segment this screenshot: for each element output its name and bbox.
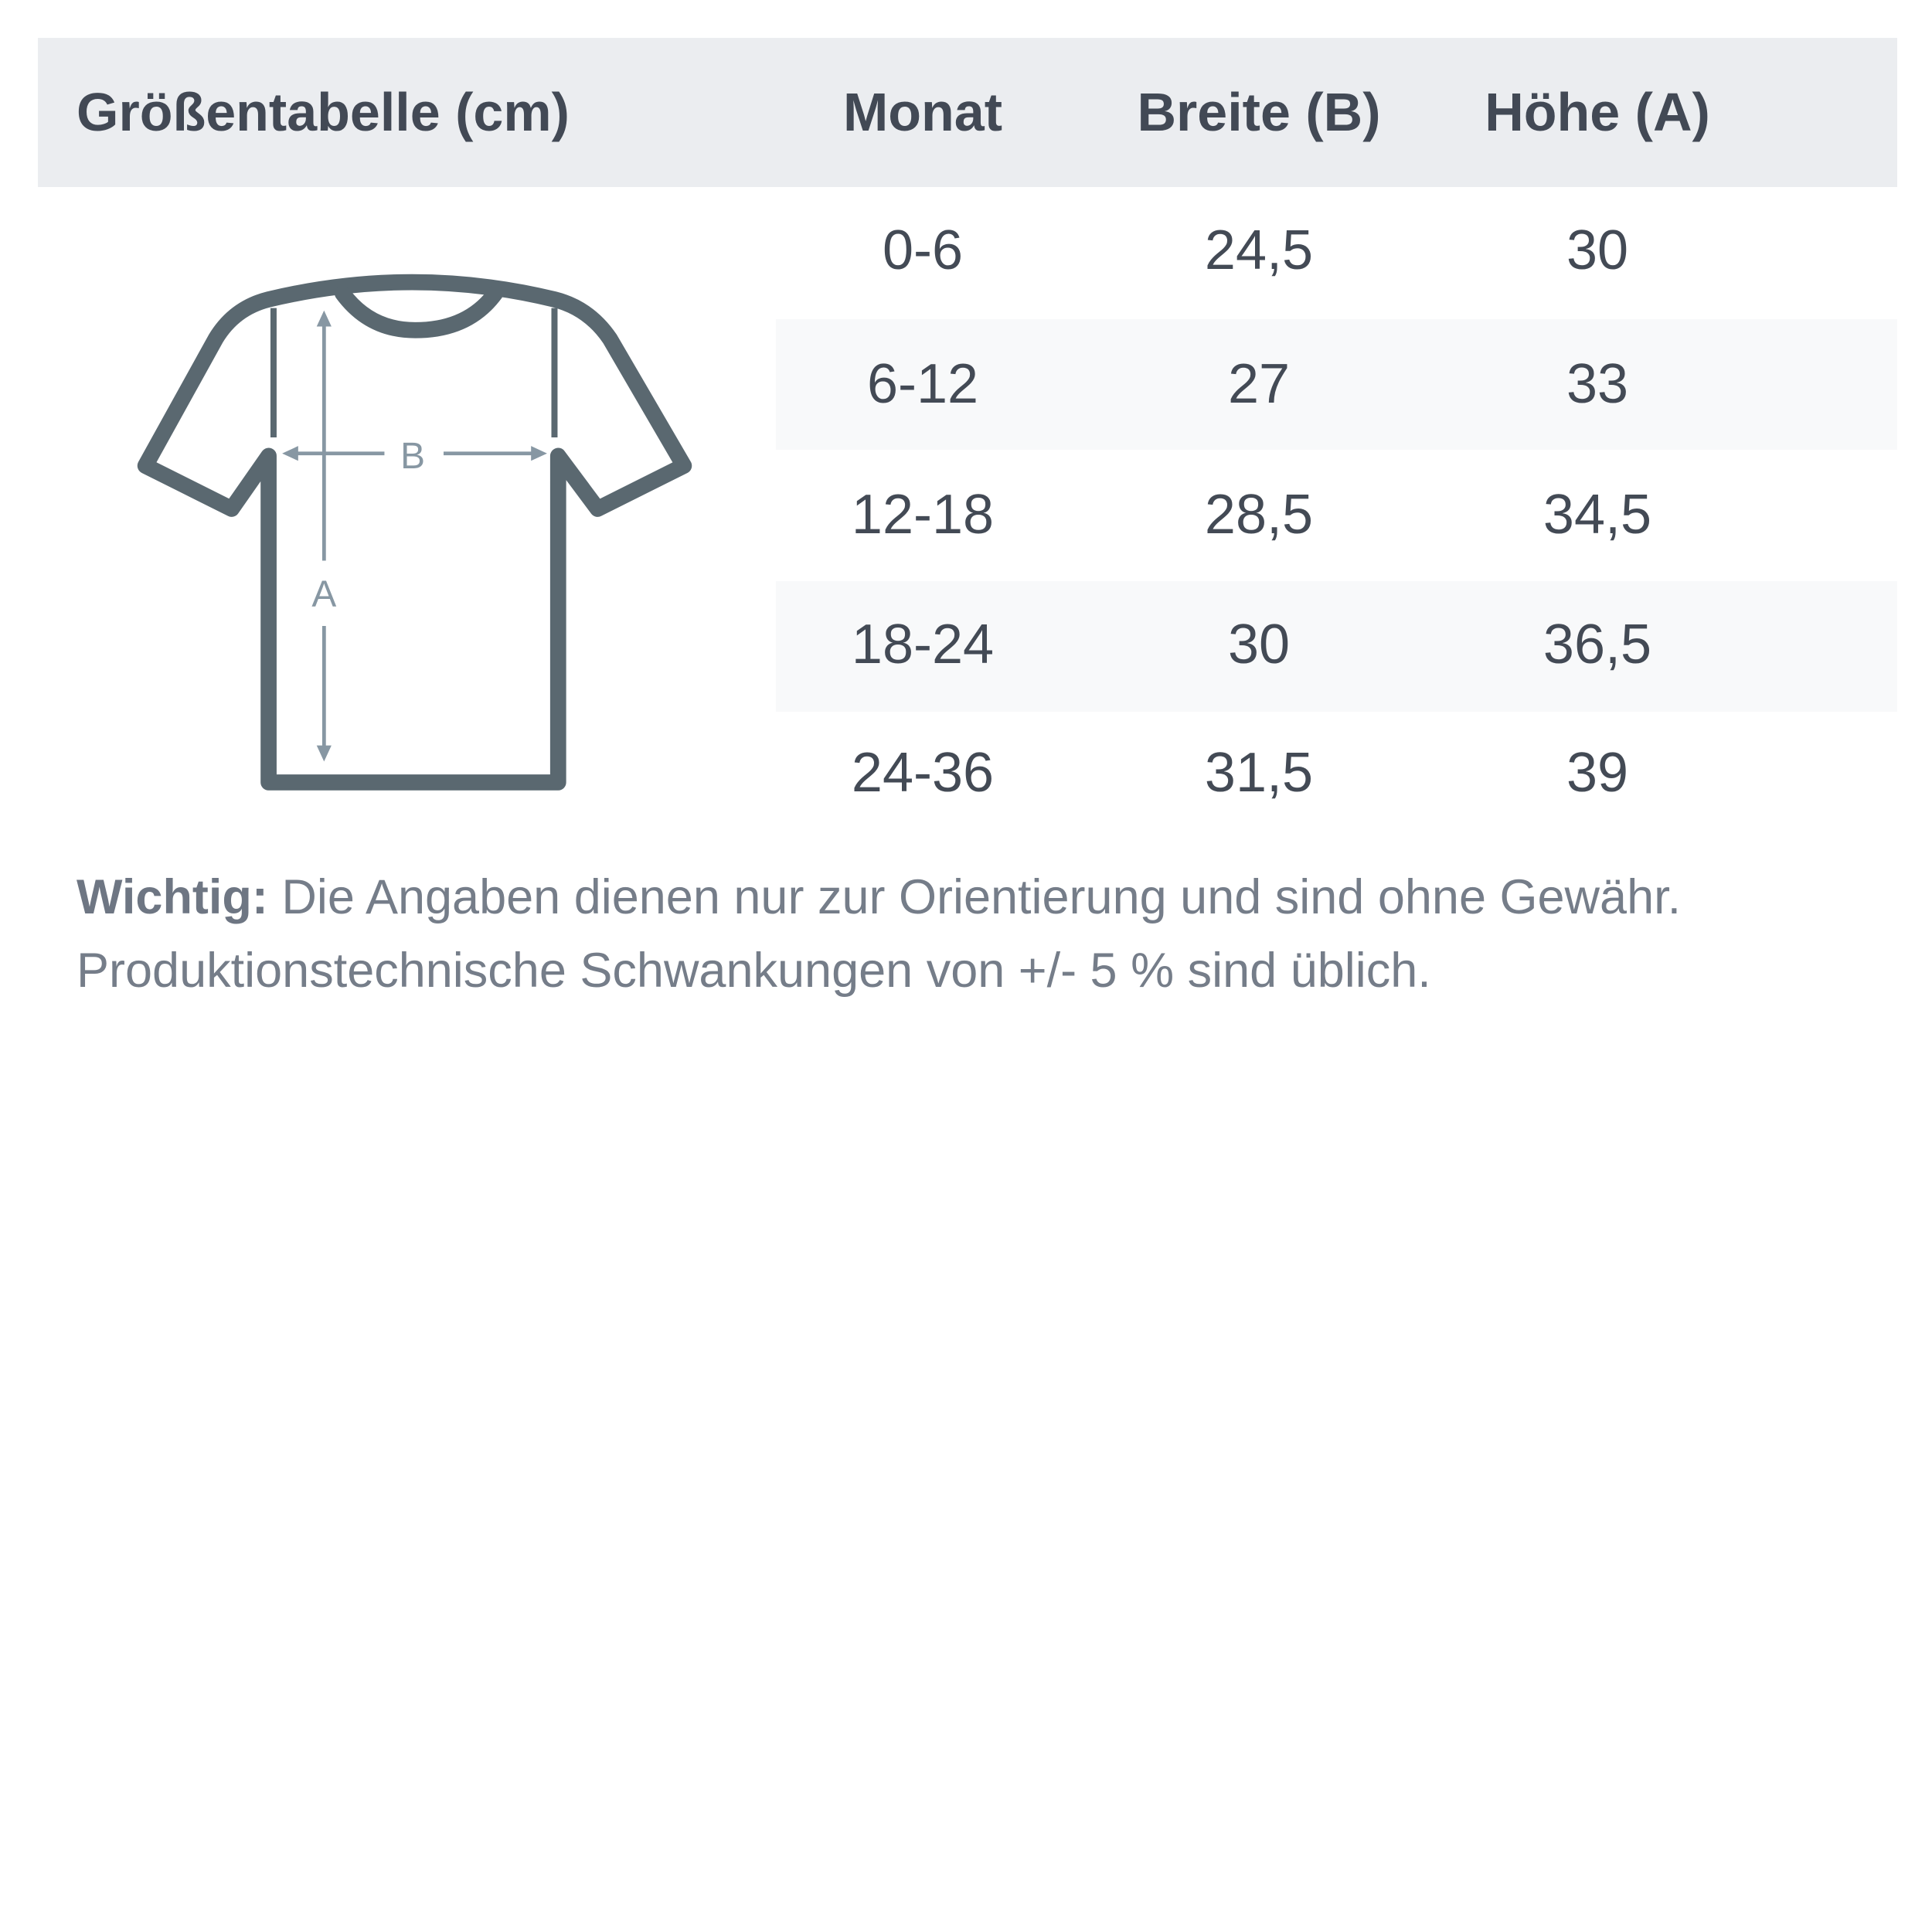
table-header <box>38 38 1897 187</box>
width-label: B <box>400 436 425 477</box>
note-line-1: Wichtig: Die Angaben dienen nur zur Orie… <box>77 873 1681 922</box>
cell-width: 31,5 <box>1204 742 1314 804</box>
note-label: Wichtig: <box>77 870 268 924</box>
table-title: Größentabelle (cm) <box>77 82 570 142</box>
cell-height: 34,5 <box>1543 484 1652 546</box>
arrow-head-down <box>316 745 332 762</box>
arrow-head-left <box>282 446 298 461</box>
cell-width: 27 <box>1227 353 1291 415</box>
row-stripe <box>776 581 1897 712</box>
cell-width: 24,5 <box>1204 219 1314 281</box>
arrow-head-right <box>531 446 547 461</box>
cell-month: 12-18 <box>851 484 995 546</box>
cell-month: 24-36 <box>851 742 995 804</box>
shirt-collar <box>334 285 504 338</box>
cell-month: 0-6 <box>882 219 964 281</box>
cell-height: 39 <box>1566 742 1629 804</box>
cell-width: 30 <box>1227 614 1291 675</box>
shirt-outline <box>137 274 692 791</box>
cell-height: 30 <box>1566 219 1629 281</box>
cell-month: 18-24 <box>851 614 995 675</box>
note-line-2: Produktionstechnische Schwankungen von +… <box>77 944 1431 998</box>
row-stripe <box>776 319 1897 450</box>
cell-month: 6-12 <box>866 353 979 415</box>
note-text-1: Die Angaben dienen nur zur Orientierung … <box>267 870 1682 924</box>
column-header-month: Monat <box>842 82 1003 142</box>
arrow-head-up <box>316 310 332 327</box>
height-label: A <box>311 573 336 614</box>
column-header-height: Höhe (A) <box>1485 82 1710 142</box>
cell-width: 28,5 <box>1204 484 1314 546</box>
cell-height: 33 <box>1566 353 1629 415</box>
cell-height: 36,5 <box>1543 614 1652 675</box>
column-header-width: Breite (B) <box>1137 82 1381 142</box>
